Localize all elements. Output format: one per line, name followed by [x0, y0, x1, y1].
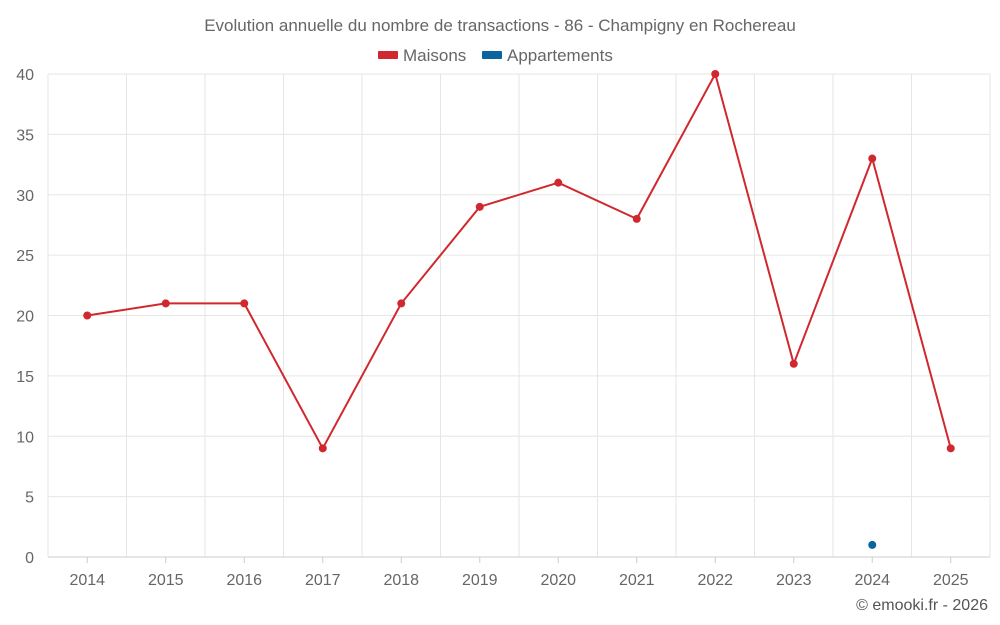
legend-swatch-maisons — [378, 51, 398, 59]
x-tick-label: 2022 — [697, 572, 733, 589]
legend: Maisons Appartements — [378, 46, 613, 65]
y-tick-label: 25 — [16, 248, 34, 265]
chart-title: Evolution annuelle du nombre de transact… — [204, 16, 796, 35]
y-tick-label: 10 — [16, 429, 34, 446]
x-tick-label: 2017 — [305, 572, 341, 589]
data-point-1 — [868, 540, 877, 549]
series-line-0 — [87, 71, 952, 451]
data-point-0 — [240, 299, 249, 308]
y-tick-label: 15 — [16, 369, 34, 386]
grid — [47, 73, 991, 558]
data-point-0 — [83, 311, 92, 320]
x-tick-label: 2025 — [933, 572, 969, 589]
x-axis: 2014 2015 2016 2017 2018 2019 2020 2021 2022 2023… — [69, 557, 969, 589]
legend-label-appartements[interactable]: Appartements — [507, 46, 613, 65]
data-point-0 — [868, 154, 877, 163]
y-tick-label: 5 — [25, 490, 34, 507]
y-axis: 0 5 10 15 20 25 30 35 40 — [16, 67, 34, 567]
y-tick-label: 35 — [16, 127, 34, 144]
x-tick-label: 2018 — [383, 572, 419, 589]
y-tick-label: 0 — [25, 550, 34, 567]
x-tick-label: 2020 — [540, 572, 576, 589]
legend-label-maisons[interactable]: Maisons — [403, 46, 466, 65]
x-tick-label: 2019 — [462, 572, 498, 589]
x-tick-label: 2014 — [69, 572, 105, 589]
data-point-0 — [161, 299, 170, 308]
x-tick-label: 2021 — [619, 572, 655, 589]
data-point-0 — [711, 70, 720, 78]
y-tick-label: 30 — [16, 188, 34, 205]
series — [83, 70, 955, 549]
y-tick-label: 20 — [16, 309, 34, 326]
x-tick-label: 2015 — [148, 572, 184, 589]
data-point-0 — [946, 444, 955, 453]
data-point-0 — [789, 359, 798, 368]
data-point-0 — [318, 444, 327, 453]
x-tick-label: 2023 — [776, 572, 812, 589]
y-tick-label: 40 — [16, 67, 34, 84]
x-tick-label: 2024 — [854, 572, 890, 589]
credit: © emooki.fr - 2026 — [856, 597, 988, 614]
data-point-0 — [632, 214, 641, 223]
data-point-0 — [554, 178, 563, 187]
x-tick-label: 2016 — [226, 572, 262, 589]
data-point-0 — [397, 299, 406, 308]
data-point-0 — [475, 202, 484, 211]
legend-swatch-appartements — [482, 51, 502, 59]
